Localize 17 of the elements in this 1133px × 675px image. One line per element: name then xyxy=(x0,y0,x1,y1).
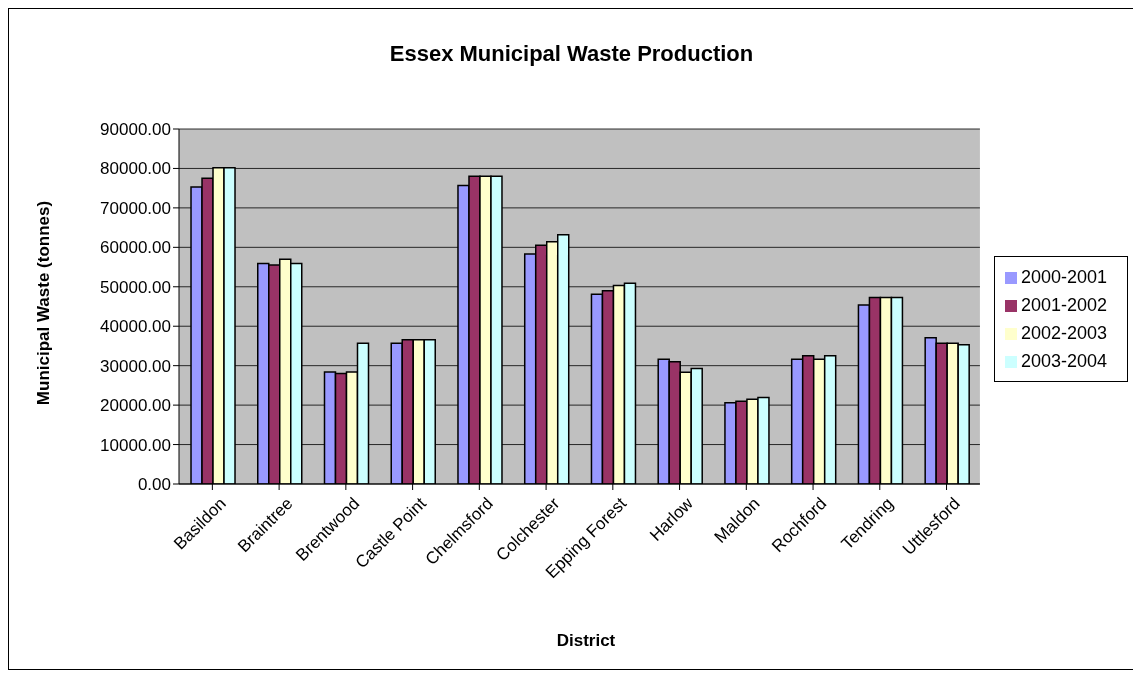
legend-label: 2003-2004 xyxy=(1020,351,1107,371)
y-tick-label: 70000.00 xyxy=(100,198,171,218)
y-tick-label: 90000.00 xyxy=(100,120,171,140)
y-tick-label: 50000.00 xyxy=(100,277,171,297)
legend-label: 2002-2003 xyxy=(1020,323,1107,343)
y-tick-label: 80000.00 xyxy=(100,159,171,179)
legend-label: 2001-2002 xyxy=(1020,295,1107,315)
y-tick-label: 60000.00 xyxy=(100,238,171,258)
y-tick-label: 30000.00 xyxy=(100,356,171,376)
y-axis-title: Municipal Waste (tonnes) xyxy=(34,200,54,405)
y-tick-label: 20000.00 xyxy=(100,396,171,416)
y-tick-label: 0.00 xyxy=(137,475,171,495)
legend-label: 2000-2001 xyxy=(1020,267,1107,287)
y-tick-label: 40000.00 xyxy=(100,317,171,337)
chart-title: Essex Municipal Waste Production xyxy=(388,41,755,67)
x-axis-title: District xyxy=(555,631,617,651)
y-tick-label: 10000.00 xyxy=(100,435,171,455)
